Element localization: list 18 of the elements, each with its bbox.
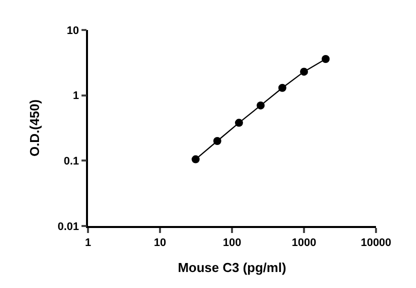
point [256,101,265,110]
point [192,155,200,164]
point [278,84,286,92]
x-tick-label: 10 [154,236,166,249]
x-tick-label: 1000 [292,236,316,249]
point [322,54,330,63]
point [300,68,308,76]
y-tick-label: 1 [72,90,80,102]
x-tick-label: 100 [222,236,242,249]
x-axis-title: Mouse C3 (pg/ml) [178,260,286,276]
y-axis-title: O.D.(450) [27,99,42,157]
y-tick-label: 10 [66,24,80,37]
x-tick-label: 10000 [360,236,392,249]
y-tick-label: 0.01 [58,220,80,233]
x-tick-label: 1 [84,236,92,249]
y-tick-label: 0.1 [64,156,80,168]
point [213,137,222,145]
point [234,118,243,127]
